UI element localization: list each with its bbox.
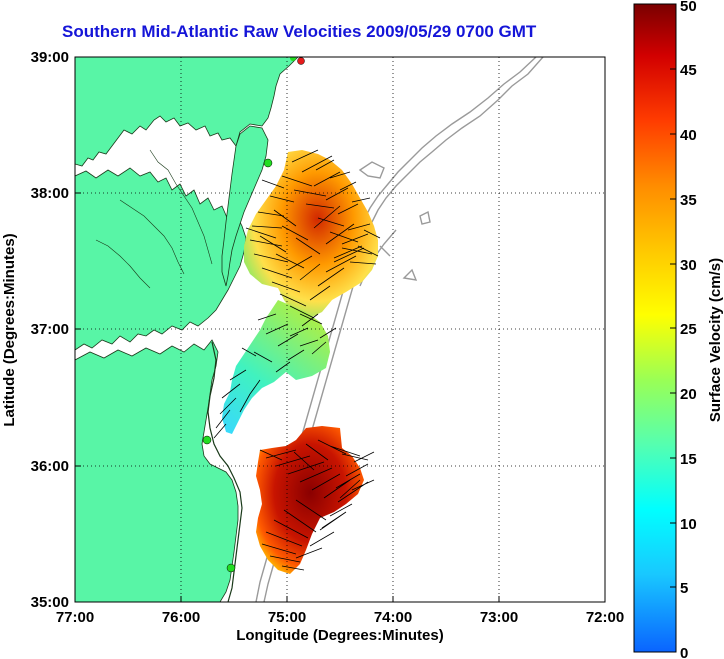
x-tick-label: 76:00 [162, 609, 200, 626]
colorbar-tick-label: 50 [680, 0, 697, 15]
colorbar-tick-label: 15 [680, 451, 697, 468]
station-marker [297, 57, 305, 65]
colorbar-tick-label: 5 [680, 580, 688, 597]
y-tick-label: 36:00 [31, 458, 69, 475]
colorbar-tick-label: 35 [680, 192, 697, 209]
station-marker [226, 563, 236, 573]
x-tick-label: 72:00 [586, 609, 624, 626]
colorbar [633, 3, 677, 653]
map-title: Southern Mid-Atlantic Raw Velocities 200… [62, 22, 537, 41]
y-tick-label: 38:00 [31, 185, 69, 202]
velocity-vectors [213, 149, 381, 571]
grid-lines [75, 57, 605, 602]
colorbar-tick-label: 45 [680, 62, 697, 79]
x-tick-label: 74:00 [374, 609, 412, 626]
x-tick-label: 75:00 [268, 609, 306, 626]
colorbar-tick-label: 10 [680, 516, 697, 533]
station-marker [202, 435, 212, 445]
x-tick-label: 73:00 [480, 609, 518, 626]
x-axis-label: Longitude (Degrees:Minutes) [236, 627, 444, 644]
velocity-patch-middle [222, 300, 330, 434]
colorbar-tick-label: 20 [680, 386, 697, 403]
colorbar-tick-label: 40 [680, 127, 697, 144]
station-marker [290, 57, 296, 61]
colorbar-tick-label: 25 [680, 321, 697, 338]
velocity-patch-south [256, 426, 364, 574]
y-tick-label: 39:00 [31, 49, 69, 66]
x-tick-label: 77:00 [56, 609, 94, 626]
y-tick-label: 35:00 [31, 594, 69, 611]
velocity-patch-north [244, 150, 378, 322]
y-axis-label: Latitude (Degrees:Minutes) [1, 233, 18, 426]
station-marker [263, 158, 273, 168]
colorbar-label: Surface Velocity (cm/s) [707, 258, 724, 422]
land-mass [75, 57, 299, 167]
colorbar-tick-label: 0 [680, 645, 688, 659]
y-tick-label: 37:00 [31, 321, 69, 338]
colorbar-tick-label: 30 [680, 257, 697, 274]
